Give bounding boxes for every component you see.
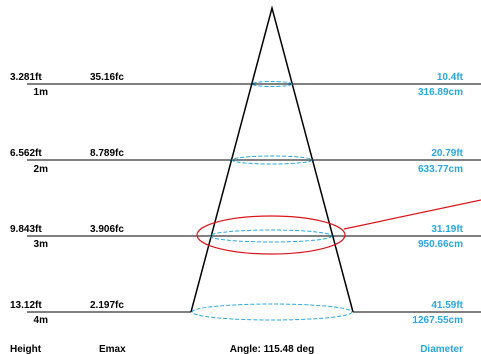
diameter-cm-label: 316.89cm [418, 87, 463, 98]
emax-label: 3.906fc [90, 224, 124, 235]
emax-label: 35.16fc [90, 72, 124, 83]
highlight-ellipse [196, 215, 346, 255]
footer-angle-label: Angle: 115.48 deg [230, 344, 314, 354]
height-m-label: 1m [34, 87, 49, 98]
diameter-cm-label: 950.66cm [418, 239, 463, 250]
height-ft-label: 9.843ft [10, 224, 42, 235]
diameter-ft-label: 10.4ft [437, 72, 464, 83]
beam-spot-ellipse [231, 155, 313, 165]
diameter-ft-label: 41.59ft [431, 300, 463, 311]
highlight-pointer-line [343, 199, 481, 230]
distance-row-2m: 6.562ft 2m 8.789fc 20.79ft 633.77cm [10, 148, 481, 175]
beam-spot-ellipse [191, 303, 353, 321]
emax-label: 8.789fc [90, 148, 124, 159]
height-m-label: 2m [34, 164, 49, 175]
light-cone [190, 5, 354, 313]
height-m-label: 3m [34, 239, 49, 250]
diameter-cm-label: 1267.55cm [412, 315, 463, 326]
beam-spot-ellipse [209, 229, 333, 243]
diameter-cm-label: 633.77cm [418, 164, 463, 175]
distance-row-1m: 3.281ft 1m 35.16fc 10.4ft 316.89cm [10, 72, 481, 98]
height-ft-label: 3.281ft [10, 72, 42, 83]
distance-row-4m: 13.12ft 4m 2.197fc 41.59ft 1267.55cm [10, 300, 481, 326]
beam-spot-ellipse [251, 81, 293, 87]
distance-row-3m: 9.843ft 3m 3.906fc 31.19ft 950.66cm [10, 224, 481, 250]
footer-emax-label: Emax [99, 344, 126, 354]
highlight-callout [196, 199, 481, 255]
diameter-ft-label: 20.79ft [431, 148, 463, 159]
footer-height-label: Height [10, 344, 42, 354]
height-ft-label: 13.12ft [10, 300, 42, 311]
diameter-ft-label: 31.19ft [431, 224, 463, 235]
emax-label: 2.197fc [90, 300, 124, 311]
height-ft-label: 6.562ft [10, 148, 42, 159]
column-footer: Height Emax Angle: 115.48 deg Diameter [10, 344, 463, 354]
height-m-label: 4m [34, 315, 49, 326]
footer-diameter-label: Diameter [420, 344, 463, 354]
